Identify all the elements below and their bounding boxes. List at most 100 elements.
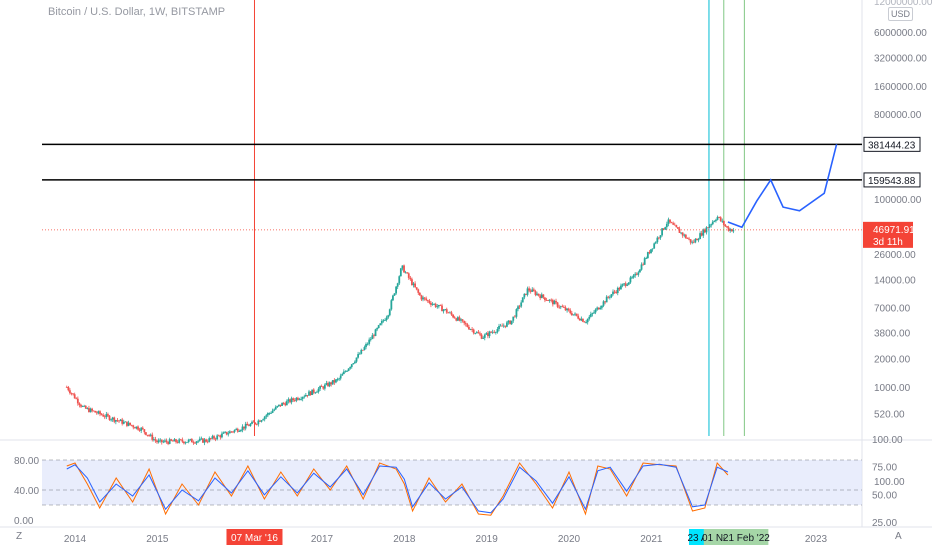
price-tick-label: 14000.00 bbox=[874, 275, 916, 286]
candle-body bbox=[76, 398, 79, 404]
candle-body bbox=[453, 317, 456, 319]
chart-title: Bitcoin / U.S. Dollar, 1W, BITSTAMP bbox=[48, 6, 226, 18]
candle-body bbox=[411, 279, 413, 286]
oscillator-left-tick: 80.00 bbox=[14, 456, 39, 467]
candle-body bbox=[708, 225, 711, 228]
candle-body bbox=[444, 309, 447, 310]
candle-body bbox=[703, 229, 706, 233]
candle-body bbox=[100, 414, 103, 415]
candle-body bbox=[159, 439, 162, 441]
candle-body bbox=[168, 439, 171, 444]
current-price-label: 46971.91 bbox=[873, 225, 915, 236]
projection-series bbox=[727, 144, 838, 229]
candle-body bbox=[654, 242, 657, 244]
candle-body bbox=[175, 439, 177, 442]
time-tick-label: 2018 bbox=[393, 534, 416, 545]
candle-body bbox=[228, 431, 231, 434]
candle-body bbox=[222, 432, 225, 434]
candle-body bbox=[72, 393, 74, 395]
candle-body bbox=[184, 442, 187, 444]
candle-body bbox=[415, 287, 418, 290]
candle-body bbox=[455, 318, 458, 321]
candle-body bbox=[194, 442, 196, 444]
candle-body bbox=[274, 406, 277, 410]
date-badge-label: 21 Feb '22 bbox=[723, 533, 770, 544]
candle-body bbox=[190, 439, 193, 443]
candle-body bbox=[379, 323, 382, 326]
zoom-reset-button[interactable]: Z bbox=[16, 531, 23, 542]
candle-body bbox=[721, 220, 724, 222]
currency-badge[interactable]: USD bbox=[888, 7, 914, 21]
candle-body bbox=[377, 325, 380, 329]
time-tick-label: 2014 bbox=[64, 534, 87, 545]
oscillator-pane bbox=[42, 459, 862, 516]
candle-body bbox=[442, 309, 445, 312]
candle-body bbox=[308, 391, 310, 396]
candle-body bbox=[298, 399, 301, 400]
candle-body bbox=[323, 384, 326, 389]
candle-body bbox=[673, 224, 676, 226]
candle-body bbox=[686, 238, 689, 239]
candle-body bbox=[482, 337, 485, 339]
candle-body bbox=[531, 289, 534, 292]
candle-body bbox=[520, 302, 523, 307]
candle-body bbox=[146, 434, 149, 436]
candle-body bbox=[205, 439, 207, 442]
candle-body bbox=[295, 397, 298, 401]
candle-body bbox=[490, 331, 492, 333]
candle-body bbox=[697, 238, 700, 241]
candle-body bbox=[376, 328, 378, 330]
candle-body bbox=[119, 419, 122, 422]
candle-body bbox=[301, 397, 304, 399]
candle-body bbox=[499, 325, 502, 327]
level-label-box bbox=[863, 136, 921, 152]
price-tick-label: 2000.00 bbox=[874, 355, 911, 366]
time-tick-label: 2017 bbox=[311, 534, 334, 545]
candle-body bbox=[289, 399, 291, 403]
candle-body bbox=[417, 289, 420, 293]
candle-body bbox=[548, 299, 551, 301]
candle-body bbox=[464, 323, 467, 325]
candle-body bbox=[374, 329, 377, 337]
candle-body bbox=[266, 413, 269, 416]
candle-body bbox=[92, 410, 95, 412]
candle-body bbox=[260, 420, 263, 422]
candle-body bbox=[556, 302, 559, 307]
candle-body bbox=[178, 439, 181, 443]
price-tick-label: 3200000.00 bbox=[874, 54, 927, 65]
candle-body bbox=[399, 268, 402, 277]
candle-body bbox=[309, 391, 312, 396]
candle-body bbox=[192, 442, 195, 444]
candle-body bbox=[347, 368, 350, 371]
candle-body bbox=[610, 294, 613, 297]
candle-body bbox=[105, 414, 108, 417]
candle-body bbox=[341, 374, 344, 376]
candle-body bbox=[613, 291, 616, 293]
price-tick-label: 100.00 bbox=[874, 477, 905, 488]
oscillator-left-tick: 40.00 bbox=[14, 486, 39, 497]
candle-body bbox=[588, 316, 591, 319]
candle-body bbox=[320, 386, 323, 387]
candle-body bbox=[75, 398, 78, 400]
candle-body bbox=[354, 361, 356, 364]
candle-body bbox=[219, 435, 222, 438]
candle-body bbox=[475, 332, 478, 334]
time-tick-label: 2020 bbox=[558, 534, 581, 545]
candle-body bbox=[331, 380, 334, 385]
candle-body bbox=[390, 300, 393, 310]
candle-body bbox=[713, 221, 716, 222]
candle-body bbox=[118, 420, 120, 422]
candle-body bbox=[456, 317, 459, 321]
price-tick-label: 1000.00 bbox=[874, 383, 911, 394]
auto-scale-button[interactable]: A bbox=[895, 531, 902, 542]
candle-body bbox=[423, 297, 426, 299]
candle-body bbox=[385, 317, 388, 321]
candle-body bbox=[173, 439, 176, 442]
candle-body bbox=[718, 216, 720, 218]
candle-body bbox=[278, 404, 280, 406]
candle-body bbox=[382, 320, 385, 322]
candle-body bbox=[653, 243, 656, 249]
candle-body bbox=[700, 233, 703, 236]
